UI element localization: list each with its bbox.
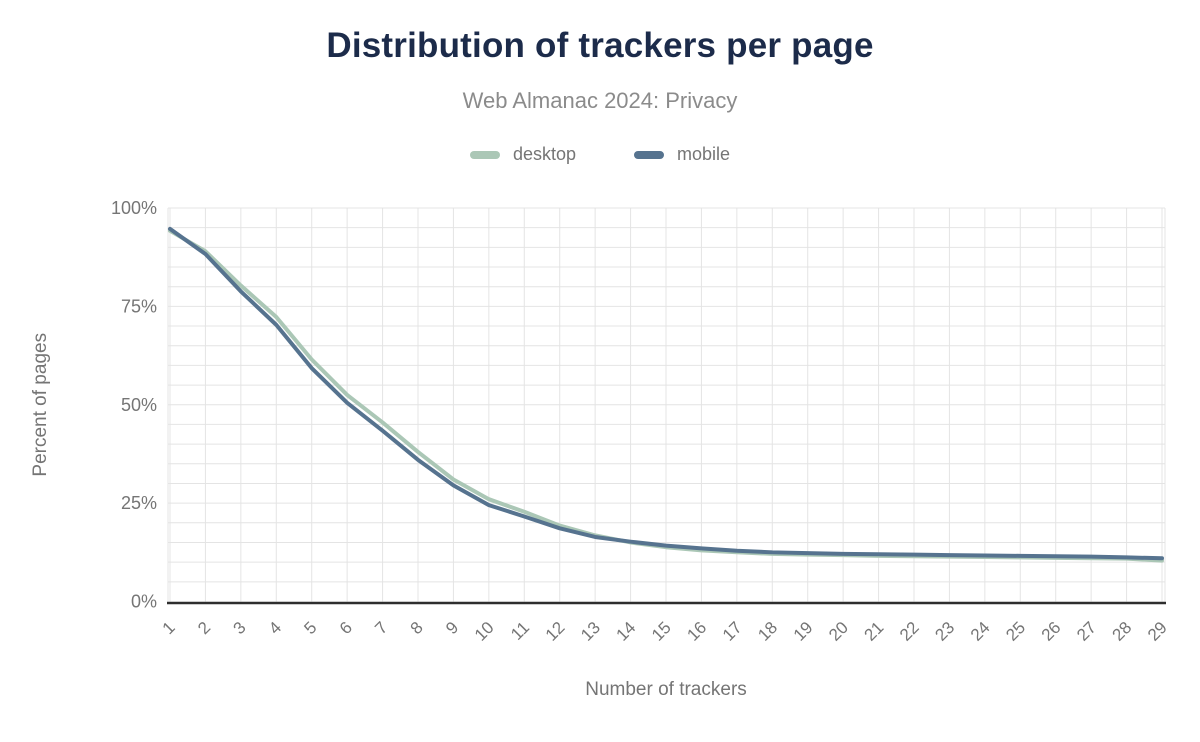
x-tick-label: 22 [896,618,923,645]
x-tick-label: 29 [1144,618,1171,645]
x-tick-label: 23 [931,618,958,645]
y-axis-title: Percent of pages [30,333,51,477]
x-tick-label: 26 [1038,618,1065,645]
x-tick-label: 21 [861,618,888,645]
x-tick-label: 6 [336,618,356,638]
x-tick-label: 25 [1002,618,1029,645]
x-tick-label: 13 [577,618,604,645]
x-tick-label: 20 [825,618,852,645]
x-tick-label: 16 [683,618,710,645]
x-axis-title: Number of trackers [585,679,747,700]
legend-item-mobile: mobile [634,144,730,165]
x-tick-label: 7 [371,618,391,638]
legend: desktop mobile [0,144,1200,165]
chart-title: Distribution of trackers per page [326,26,874,65]
x-tick-label: 15 [648,618,675,645]
x-tick-label: 18 [754,618,781,645]
x-tick-label: 28 [1109,618,1136,645]
mobile-series-swatch [634,150,664,159]
series-line-mobile [168,226,1164,561]
y-tick-labels: 0% 25% 50% 75% 100% [111,198,157,612]
desktop-series-swatch [469,150,500,159]
x-tick-label: 27 [1073,618,1100,645]
y-tick-label: 25% [121,493,157,513]
legend-label-desktop: desktop [512,144,576,164]
x-tick-label: 3 [230,618,250,638]
legend-item-desktop: desktop [469,144,576,165]
y-tick-label: 75% [121,296,157,316]
y-tick-label: 100% [111,198,157,218]
x-tick-label: 12 [542,618,569,645]
x-tick-label: 14 [613,618,640,645]
x-tick-label: 10 [471,618,498,645]
x-tick-label: 5 [300,618,320,638]
x-tick-label: 8 [407,618,427,638]
x-tick-label: 1 [159,618,179,638]
x-tick-label: 17 [719,618,746,645]
x-tick-label: 11 [507,618,533,644]
x-tick-label: 4 [265,618,285,638]
y-tick-label: 50% [121,395,157,415]
legend-label-mobile: mobile [677,144,731,164]
x-tick-label: 2 [194,618,214,638]
x-tick-labels: 1 2 3 4 5 6 7 8 9 10 11 12 13 14 15 16 17 18 19 20 21 22 23 24 2… [159,618,1171,645]
x-tick-label: 19 [790,618,817,645]
chart-subtitle: Web Almanac 2024: Privacy [462,88,738,113]
x-tick-label: 24 [967,618,994,645]
y-tick-label: 0% [131,592,157,612]
grid-vertical [167,208,1166,602]
x-tick-label: 9 [442,618,462,638]
